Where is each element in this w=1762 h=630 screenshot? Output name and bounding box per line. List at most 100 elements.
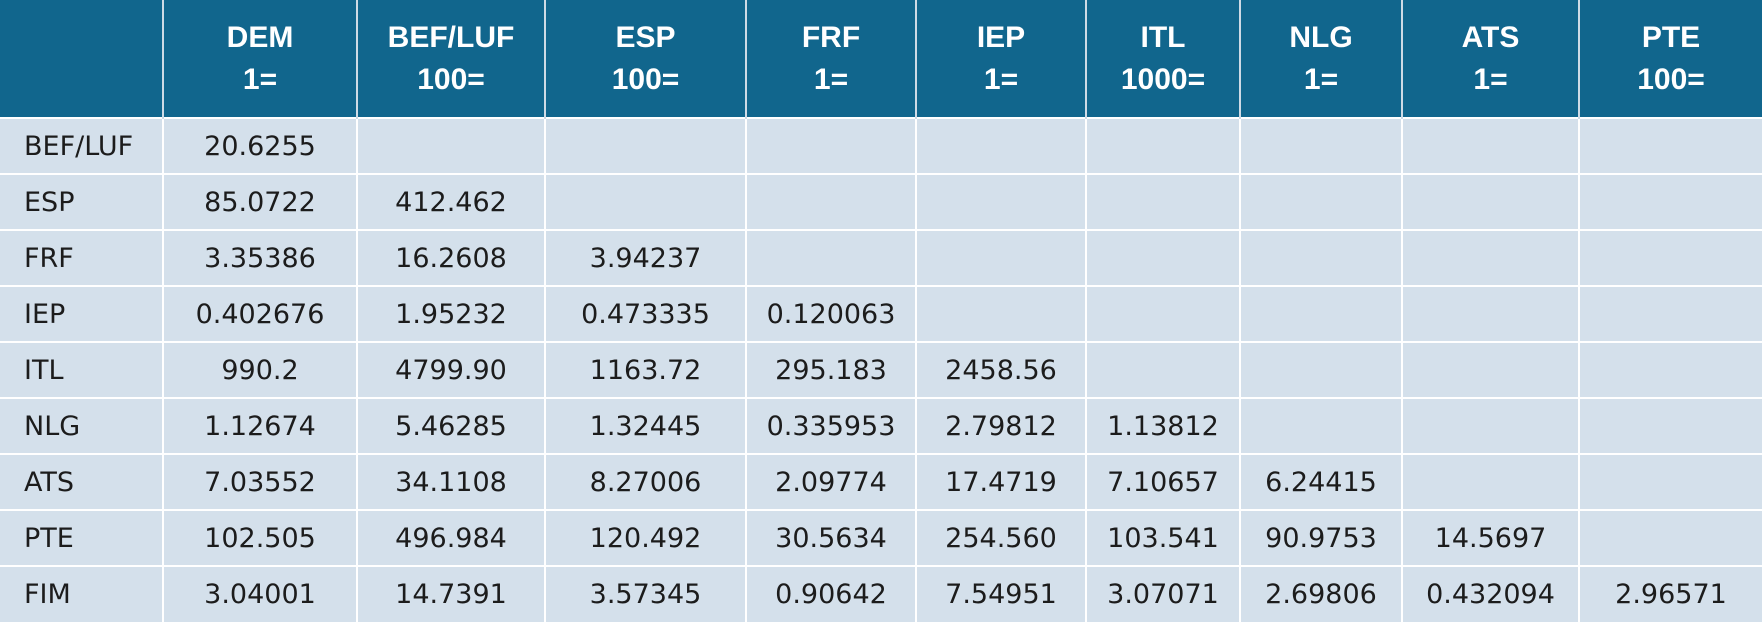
- rate-cell: [1579, 509, 1762, 566]
- rate-cell: 120.492: [545, 509, 747, 566]
- rate-cell: 8.27006: [545, 453, 747, 510]
- table-row: PTE 102.505 496.984 120.492 30.5634 254.560 10…: [0, 509, 1762, 566]
- rate-cell: [1579, 397, 1762, 454]
- column-currency-code: DEM: [226, 20, 294, 54]
- rate-cell: [357, 117, 546, 174]
- rate-cell: 30.5634: [746, 509, 917, 566]
- column-unit-amount: 1=: [1303, 62, 1339, 96]
- rate-cell: 4799.90: [357, 341, 546, 398]
- rate-cell: 0.473335: [545, 285, 747, 342]
- rate-cell: 16.2608: [357, 229, 546, 286]
- rate-cell: [1579, 229, 1762, 286]
- rate-cell: 3.94237: [545, 229, 747, 286]
- rate-cell: 6.24415: [1240, 453, 1403, 510]
- rate-cell: [916, 117, 1087, 174]
- rate-cell: [746, 173, 917, 230]
- rate-cell: 0.402676: [163, 285, 358, 342]
- row-currency-label: IEP: [0, 285, 164, 342]
- rate-cell: 3.07071: [1086, 565, 1241, 622]
- rate-cell: [1579, 453, 1762, 510]
- rate-cell: [545, 173, 747, 230]
- rate-cell: 0.432094: [1402, 565, 1580, 622]
- rate-cell: [1402, 341, 1580, 398]
- header-corner-cell: [0, 0, 164, 118]
- rate-cell: 90.9753: [1240, 509, 1403, 566]
- rate-cell: [916, 285, 1087, 342]
- table-row: FIM 3.04001 14.7391 3.57345 0.90642 7.54951 3.…: [0, 565, 1762, 622]
- rate-cell: [1240, 117, 1403, 174]
- column-header-iep: IEP 1=: [916, 0, 1087, 118]
- table-header: DEM 1= BEF/LUF 100= ESP 100= FRF 1= IEP 1= ITL 1000…: [0, 0, 1762, 118]
- row-currency-label: FRF: [0, 229, 164, 286]
- rate-cell: 7.03552: [163, 453, 358, 510]
- rate-cell: [1240, 173, 1403, 230]
- rate-cell: 295.183: [746, 341, 917, 398]
- column-unit-amount: 1=: [1473, 62, 1508, 96]
- rate-cell: [1402, 229, 1580, 286]
- column-currency-code: ITL: [1140, 20, 1186, 54]
- row-currency-label: ITL: [0, 341, 164, 398]
- rate-cell: 3.35386: [163, 229, 358, 286]
- column-header-dem: DEM 1=: [163, 0, 358, 118]
- column-currency-code: IEP: [976, 20, 1026, 54]
- rate-cell: 496.984: [357, 509, 546, 566]
- table-row: BEF/LUF 20.6255: [0, 117, 1762, 174]
- rate-cell: [1402, 117, 1580, 174]
- rate-cell: [746, 229, 917, 286]
- column-currency-code: BEF/LUF: [387, 20, 515, 54]
- row-currency-label: NLG: [0, 397, 164, 454]
- rate-cell: 254.560: [916, 509, 1087, 566]
- column-header-esp: ESP 100=: [545, 0, 747, 118]
- row-currency-label: FIM: [0, 565, 164, 622]
- rate-cell: [916, 173, 1087, 230]
- table-row: FRF 3.35386 16.2608 3.94237: [0, 229, 1762, 286]
- rate-cell: 2.79812: [916, 397, 1087, 454]
- column-unit-amount: 100=: [417, 62, 485, 96]
- rate-cell: [1086, 341, 1241, 398]
- rate-cell: 2.69806: [1240, 565, 1403, 622]
- rate-cell: [916, 229, 1087, 286]
- header-row: DEM 1= BEF/LUF 100= ESP 100= FRF 1= IEP 1= ITL 1000…: [0, 0, 1762, 118]
- rate-cell: 1.95232: [357, 285, 546, 342]
- row-currency-label: BEF/LUF: [0, 117, 164, 174]
- rate-cell: [1579, 285, 1762, 342]
- rate-cell: 1.12674: [163, 397, 358, 454]
- rate-cell: 990.2: [163, 341, 358, 398]
- rate-cell: 1.13812: [1086, 397, 1241, 454]
- rate-cell: 2.09774: [746, 453, 917, 510]
- rate-cell: 14.5697: [1402, 509, 1580, 566]
- rate-cell: [1240, 397, 1403, 454]
- rate-cell: [1086, 285, 1241, 342]
- rate-cell: 5.46285: [357, 397, 546, 454]
- rate-cell: [1240, 285, 1403, 342]
- rate-cell: 85.0722: [163, 173, 358, 230]
- column-currency-code: FRF: [801, 20, 861, 54]
- rate-cell: 2458.56: [916, 341, 1087, 398]
- column-unit-amount: 1=: [242, 62, 278, 96]
- rate-cell: [1086, 173, 1241, 230]
- rate-cell: 34.1108: [357, 453, 546, 510]
- column-header-pte: PTE 100=: [1579, 0, 1762, 118]
- rate-cell: 14.7391: [357, 565, 546, 622]
- column-header-frf: FRF 1=: [746, 0, 917, 118]
- rate-cell: [1240, 341, 1403, 398]
- column-unit-amount: 1=: [813, 62, 849, 96]
- column-currency-code: NLG: [1289, 20, 1353, 54]
- row-currency-label: PTE: [0, 509, 164, 566]
- rate-cell: [1402, 453, 1580, 510]
- column-header-ats: ATS 1=: [1402, 0, 1580, 118]
- rate-cell: [1402, 397, 1580, 454]
- column-header-itl: ITL 1000=: [1086, 0, 1241, 118]
- rate-cell: 0.120063: [746, 285, 917, 342]
- rate-cell: [1579, 173, 1762, 230]
- rate-cell: [746, 117, 917, 174]
- rate-cell: [545, 117, 747, 174]
- rate-cell: [1579, 341, 1762, 398]
- rate-cell: 3.04001: [163, 565, 358, 622]
- table-row: ITL 990.2 4799.90 1163.72 295.183 2458.56: [0, 341, 1762, 398]
- rate-cell: [1086, 229, 1241, 286]
- rate-cell: 1163.72: [545, 341, 747, 398]
- column-unit-amount: 100=: [611, 62, 680, 96]
- column-header-nlg: NLG 1=: [1240, 0, 1403, 118]
